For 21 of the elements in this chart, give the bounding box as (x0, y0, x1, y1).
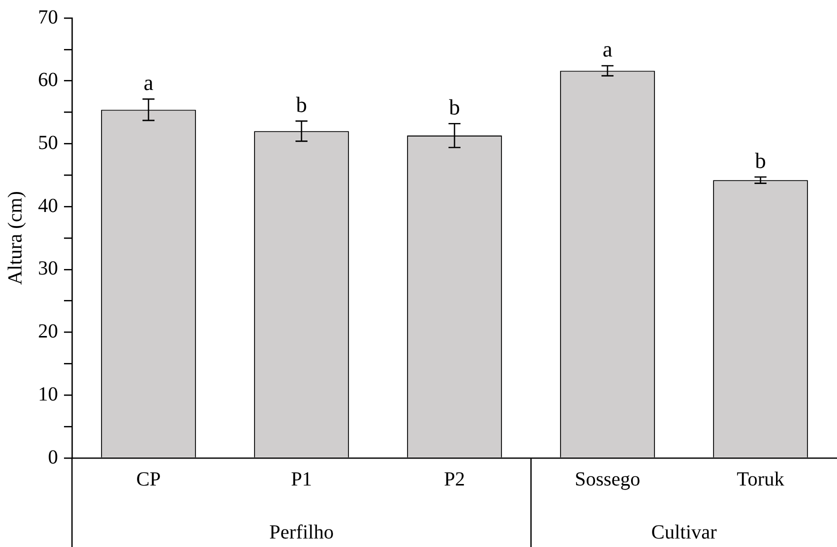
y-tick-label: 50 (38, 132, 58, 154)
y-axis-title: Altura (cm) (4, 191, 26, 285)
y-tick-label: 30 (38, 258, 58, 280)
x-tick-label: Sossego (574, 468, 640, 490)
data-label: a (602, 36, 613, 62)
data-label: b (755, 148, 766, 173)
y-tick-label: 10 (38, 383, 58, 406)
y-tick-label: 0 (48, 446, 58, 468)
x-tick-label: CP (136, 468, 161, 490)
text: Perfilho (269, 521, 334, 544)
y-tick-label: 40 (38, 194, 58, 217)
x-tick-label: P2 (444, 468, 466, 490)
y-tick-label: 20 (38, 320, 58, 343)
data-label: b (449, 94, 460, 120)
data-label: a (144, 70, 154, 95)
text: Cultivar (651, 521, 718, 544)
x-tick-label: Toruk (736, 468, 784, 490)
data-label: b (296, 92, 307, 117)
x-tick-label: P1 (290, 468, 312, 490)
y-tick-label: 60 (38, 69, 58, 92)
y-tick-label: 70 (38, 6, 58, 28)
